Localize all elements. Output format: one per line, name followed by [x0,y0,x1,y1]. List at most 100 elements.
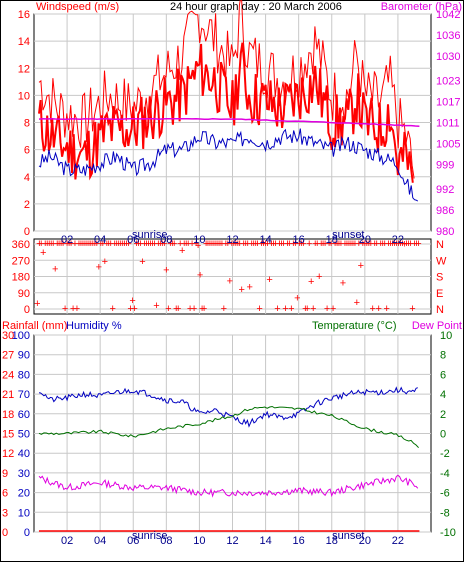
compass-tick-label: N [436,239,444,251]
wind-direction-point: + [278,238,284,250]
wind-direction-point: + [102,256,108,268]
wind-direction-point: + [167,238,173,250]
wind-direction-point: + [256,303,262,315]
wind-direction-point: + [381,238,387,250]
wind-direction-point: + [399,238,405,250]
wind-direction-point: + [243,238,249,250]
wind-direction-point: + [143,238,149,250]
rain-tick-label: 18 [2,409,14,421]
wind-direction-point: + [171,238,177,250]
barometer-tick-label: 1030 [436,51,460,63]
temperature-axis-label: Temperature (°C) [312,320,396,332]
rain-tick-label: 24 [2,369,14,381]
x-tick-label: 16 [293,234,305,246]
wind-direction-point: + [391,238,397,250]
wind-direction-point: + [308,276,314,288]
x-tick-label: 04 [94,234,106,246]
x-tick-label: 02 [61,535,73,547]
dewpoint-series [38,474,419,498]
wind-direction-point: + [139,256,145,268]
x-tick-label: 14 [259,234,271,246]
wind-direction-point: + [199,303,205,315]
barometer-tick-label: 1011 [436,118,460,130]
barometer-tick-label: 1017 [436,97,460,109]
wind-tick-label: 10 [18,90,30,102]
wind-direction-point: + [50,238,56,250]
wind-direction-point: + [66,238,72,250]
wind-direction-point: + [330,303,336,315]
wind-direction-point: + [248,238,254,250]
wind-direction-point: + [407,238,413,250]
x-tick-label: 08 [160,234,172,246]
wind-direction-point: + [74,303,80,315]
wind-direction-point: + [193,238,199,250]
barometer-axis-label: Barometer (hPa) [381,1,462,13]
wind-direction-point: + [360,238,366,250]
wind-direction-point: + [237,238,243,250]
wind-direction-point: + [336,238,342,250]
wind-direction-point: + [135,238,141,250]
wind-direction-point: + [397,238,403,250]
wind-direction-point: + [100,238,106,250]
wind-direction-point: + [366,238,372,250]
wind-direction-point: + [266,274,272,286]
wind-direction-point: + [197,270,203,282]
temperature-tick-label: 6 [440,369,446,381]
wind-direction-point: + [155,238,161,250]
wind-direction-point: + [231,238,237,250]
wind-direction-point: + [225,238,231,250]
wind-direction-point: + [113,238,119,250]
wind-direction-point: + [94,238,100,250]
wind-tick-label: 2 [24,199,30,211]
wind-direction-point: + [298,238,304,250]
wind-direction-point: + [368,238,374,250]
rain-tick-label: 6 [2,488,8,500]
wind-direction-point: + [403,238,409,250]
x-tick-label: 04 [94,535,106,547]
rain-tick-label: 27 [2,350,14,362]
wind-direction-point: + [276,238,282,250]
humidity-tick-label: 60 [18,409,30,421]
wind-direction-point: + [112,238,118,250]
compass-tick-label: N [436,304,444,316]
wind-direction-point: + [209,238,215,250]
x-tick-label: 08 [160,535,172,547]
wind-direction-point: + [48,238,54,250]
barometer-tick-label: 1036 [436,30,460,42]
barometer-tick-label: 980 [436,226,454,238]
wind-tick-label: 4 [24,172,30,184]
wind-direction-point: + [38,238,44,250]
wind-direction-point: + [385,238,391,250]
barometer-series [38,117,420,128]
wind-direction-point: + [161,238,167,250]
wind-direction-point: + [64,238,70,250]
compass-tick-label: E [436,288,443,300]
wind-direction-point: + [246,281,252,293]
wind-direction-point: + [292,238,298,250]
wind-direction-point: + [131,303,137,315]
wind-direction-point: + [294,292,300,304]
wind-direction-point: + [54,238,60,250]
temperature-tick-label: -6 [440,488,450,500]
rain-tick-label: 3 [2,507,8,519]
humidity-tick-label: 90 [18,350,30,362]
x-tick-label: 22 [392,234,404,246]
wind-direction-point: + [227,275,233,287]
wind-direction-point: + [106,238,112,250]
wind-tick-label: 6 [24,145,30,157]
wind-direction-point: + [86,238,92,250]
wind-direction-point: + [350,238,356,250]
barometer-tick-label: 986 [436,205,454,217]
wind-direction-point: + [58,238,64,250]
wind-direction-point: + [338,238,344,250]
x-tick-label: 22 [392,535,404,547]
wind-direction-point: + [133,238,139,250]
wind-direction-point: + [272,238,278,250]
wind-direction-point: + [153,300,159,312]
wind-direction-point: + [82,238,88,250]
temperature-tick-label: 4 [440,389,446,401]
temperature-tick-label: -8 [440,507,450,519]
humidity-axis-label: Humidity % [66,320,122,332]
wind-direction-point: + [262,238,268,250]
wind-direction-point: + [115,238,121,250]
